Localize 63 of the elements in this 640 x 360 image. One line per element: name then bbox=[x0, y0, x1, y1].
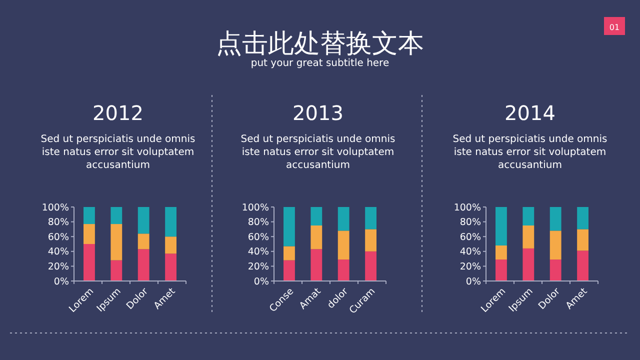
bar bbox=[310, 226, 322, 250]
bar bbox=[577, 207, 588, 230]
bar bbox=[577, 250, 588, 281]
bar bbox=[84, 207, 95, 224]
y-tick-label: 0% bbox=[254, 276, 269, 288]
bar bbox=[496, 245, 507, 260]
text: put your great subtitle here bbox=[250, 58, 390, 69]
y-tick-label: 20% bbox=[248, 262, 269, 273]
y-tick-label: 0% bbox=[466, 276, 481, 288]
y-tick-label: 0% bbox=[54, 276, 69, 288]
y-tick-label: 80% bbox=[460, 217, 481, 228]
y-tick-label: 100% bbox=[42, 202, 69, 214]
bar bbox=[138, 234, 150, 250]
y-tick-label: 60% bbox=[460, 232, 481, 243]
bar bbox=[110, 224, 122, 260]
text: 点击此处替换文本 bbox=[216, 29, 424, 59]
chart-subtitle: Sed ut perspiciatis unde omnis iste natus error sit voluptatem accusantium bbox=[240, 134, 396, 171]
chart-subtitle: Sed ut perspiciatis unde omnis iste natus error sit voluptatem accusantium bbox=[452, 134, 608, 171]
bar bbox=[165, 236, 176, 254]
y-tick-label: 20% bbox=[460, 262, 481, 273]
bar bbox=[284, 260, 295, 281]
bar bbox=[338, 260, 350, 281]
bar bbox=[310, 249, 322, 281]
bar bbox=[496, 207, 507, 246]
y-tick-label: 40% bbox=[460, 246, 481, 258]
bar bbox=[165, 207, 176, 237]
bar bbox=[522, 207, 534, 226]
bar bbox=[284, 207, 295, 246]
y-tick-label: 100% bbox=[242, 202, 269, 214]
bar bbox=[284, 246, 295, 260]
bar bbox=[165, 254, 176, 281]
bar bbox=[84, 244, 95, 281]
bar bbox=[496, 260, 507, 281]
chart-subtitle: Sed ut perspiciatis unde omnis iste natus error sit voluptatem accusantium bbox=[40, 134, 196, 171]
y-tick-label: 80% bbox=[48, 217, 69, 228]
bar bbox=[84, 224, 95, 244]
y-tick-label: 40% bbox=[48, 246, 69, 258]
y-tick-label: 60% bbox=[248, 232, 269, 243]
bar bbox=[550, 207, 562, 231]
badge: 01 bbox=[604, 17, 625, 35]
bar bbox=[577, 229, 588, 251]
bar bbox=[365, 229, 376, 252]
y-tick-label: 20% bbox=[48, 262, 69, 273]
y-tick-label: 40% bbox=[248, 246, 269, 258]
chart-title: 2013 bbox=[292, 101, 344, 125]
bar bbox=[310, 207, 322, 226]
y-tick-label: 60% bbox=[48, 232, 69, 243]
bar bbox=[550, 230, 562, 260]
bar bbox=[338, 230, 350, 260]
chart-title: 2012 bbox=[92, 101, 144, 125]
bar bbox=[138, 249, 150, 281]
bar bbox=[110, 207, 122, 224]
y-tick-label: 80% bbox=[248, 217, 269, 228]
bar bbox=[522, 226, 534, 248]
bar bbox=[365, 207, 376, 230]
chart-title: 2014 bbox=[504, 101, 556, 125]
bar bbox=[110, 260, 122, 281]
bar bbox=[338, 207, 350, 231]
bar bbox=[365, 251, 376, 281]
bar bbox=[522, 248, 534, 281]
bar bbox=[550, 260, 562, 281]
y-tick-label: 100% bbox=[454, 202, 481, 214]
bar bbox=[138, 207, 150, 234]
